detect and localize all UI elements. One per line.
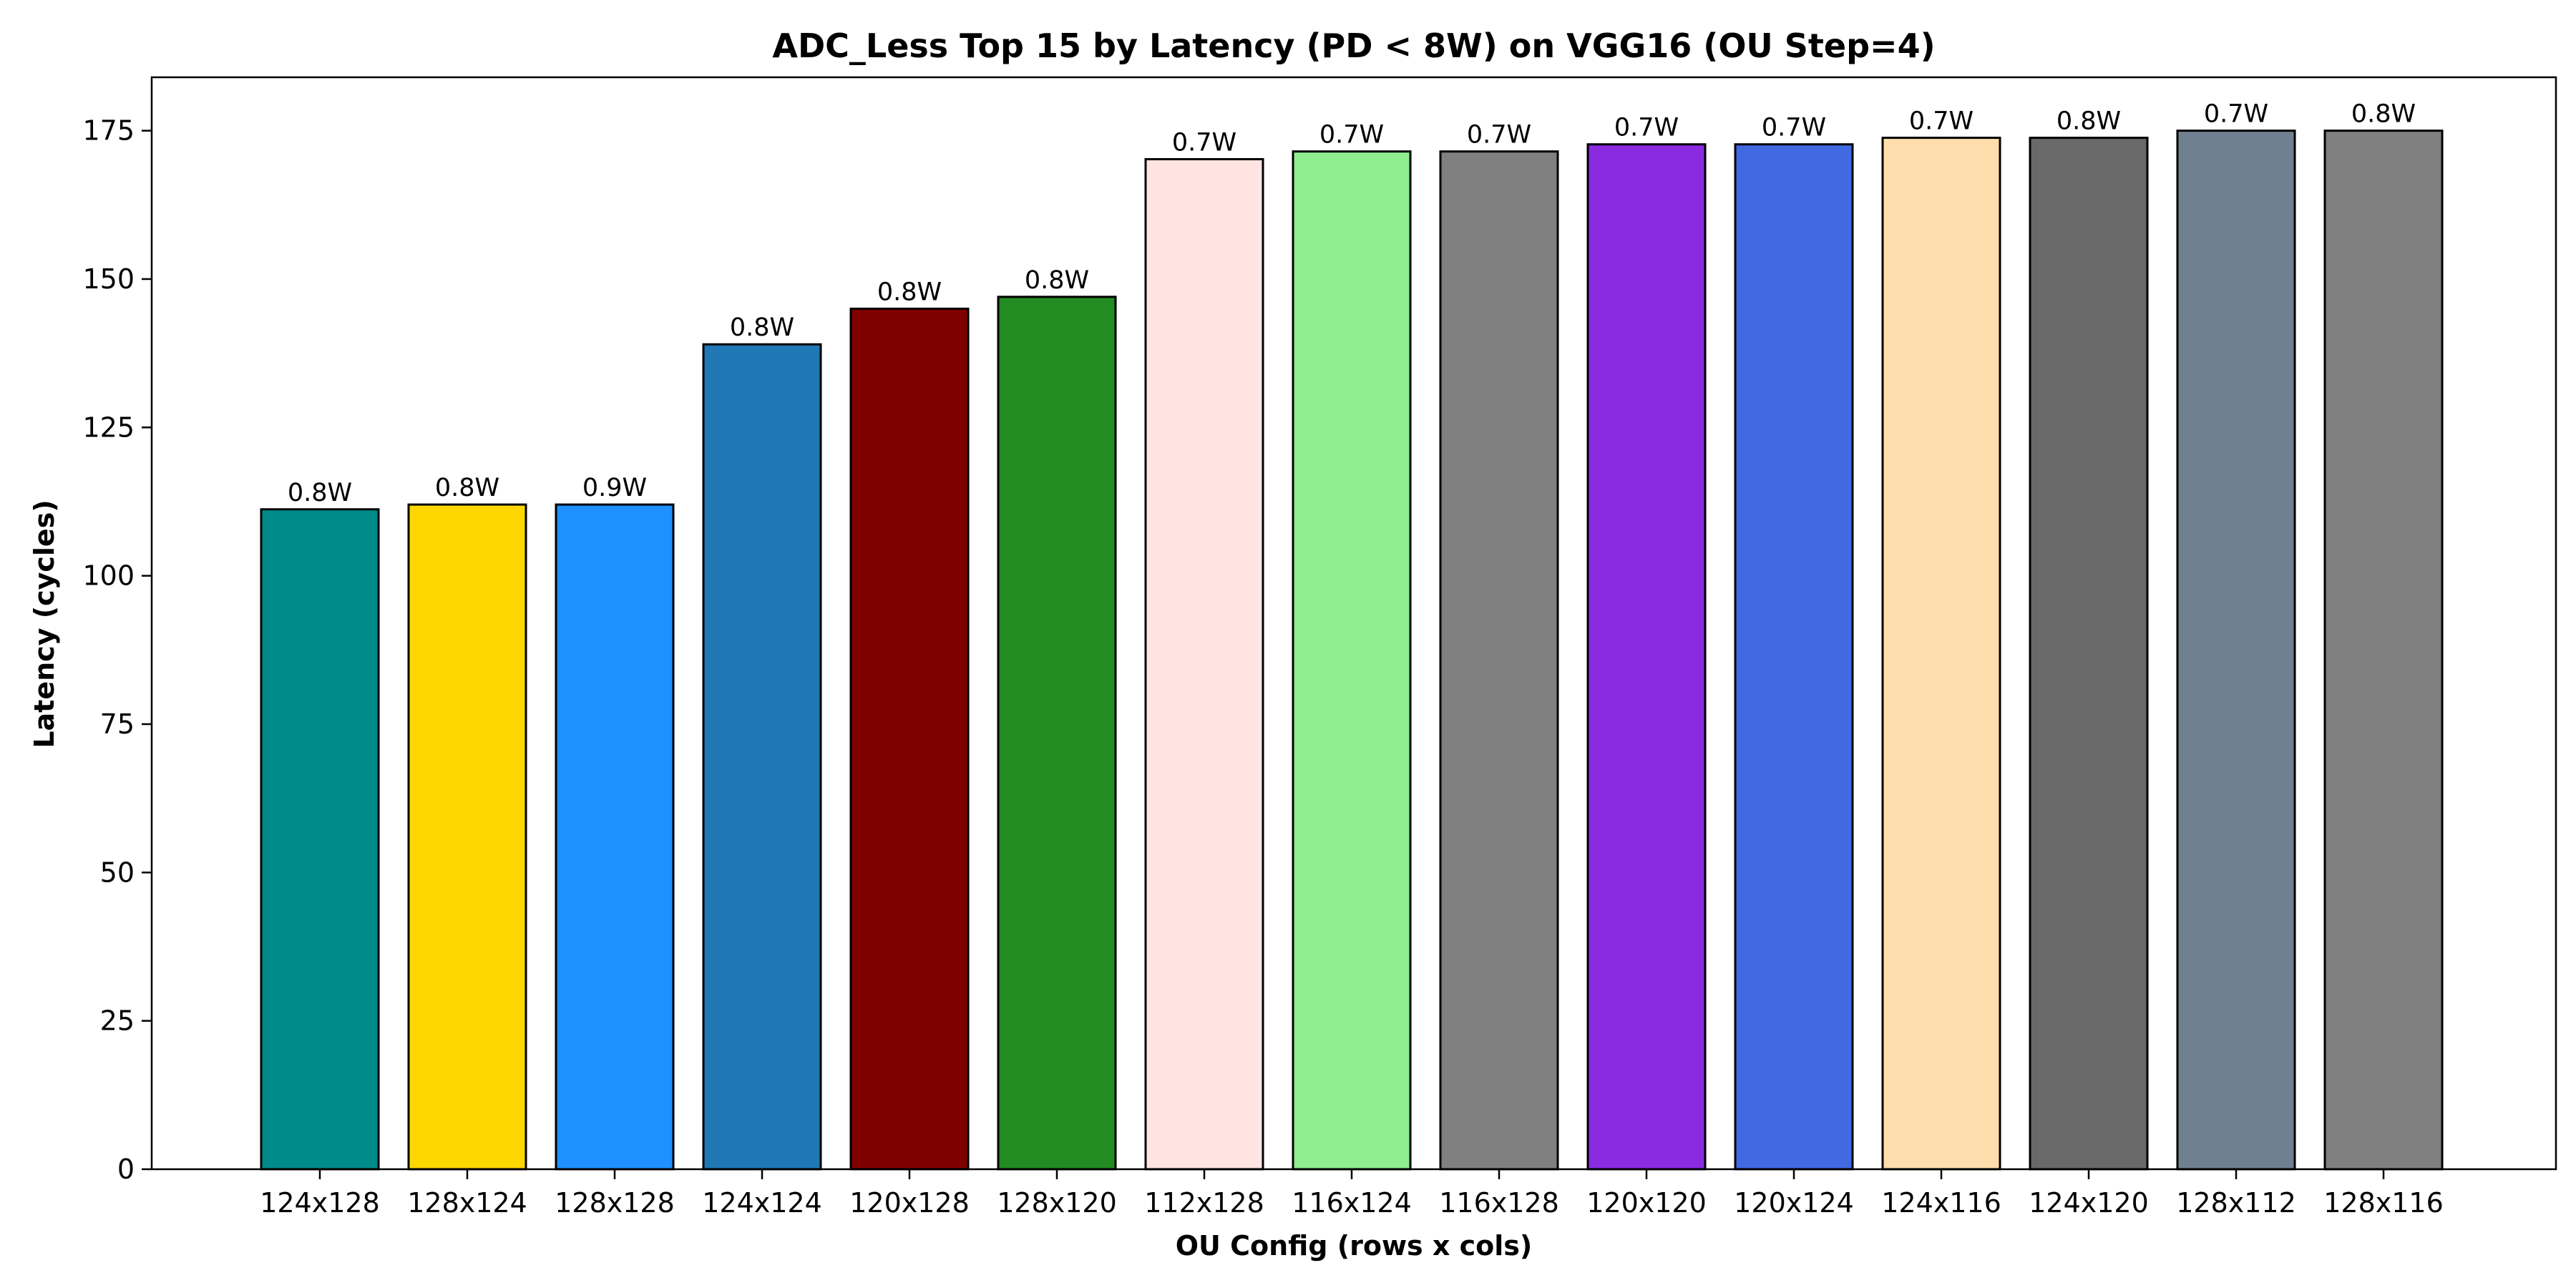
x-tick-label-116x128: 116x128 (1439, 1187, 1559, 1219)
data-label-116x124: 0.7W (1319, 121, 1384, 150)
x-tick-label-128x112: 128x112 (2176, 1187, 2296, 1219)
x-tick-label-120x128: 120x128 (849, 1187, 970, 1219)
y-tick-label: 25 (100, 1005, 135, 1037)
data-label-124x120: 0.8W (2057, 107, 2121, 136)
x-tick-label-116x124: 116x124 (1292, 1187, 1412, 1219)
chart-title: ADC_Less Top 15 by Latency (PD < 8W) on … (772, 26, 1935, 65)
bar-120x128 (849, 307, 970, 1171)
x-tick-label-128x116: 128x116 (2323, 1187, 2444, 1219)
data-label-128x124: 0.8W (435, 474, 499, 502)
bar-116x124 (1292, 150, 1412, 1171)
bar-116x128 (1439, 150, 1559, 1171)
bar-128x128 (555, 503, 675, 1171)
bars-group (260, 130, 2444, 1171)
y-tick-label: 150 (82, 263, 135, 295)
x-axis-label: OU Config (rows x cols) (1176, 1230, 1533, 1262)
y-axis-label: Latency (cycles) (29, 499, 60, 748)
data-label-116x128: 0.7W (1467, 121, 1531, 150)
y-tick-label: 0 (117, 1153, 135, 1185)
bar-128x116 (2323, 130, 2444, 1171)
y-tick-label: 125 (82, 411, 135, 443)
bar-120x124 (1734, 143, 1854, 1171)
x-tick-label-124x128: 124x128 (260, 1187, 380, 1219)
data-label-120x124: 0.7W (1762, 114, 1826, 142)
x-axis: 124x128 128x124 128x128 124x124 120x128 128x1… (260, 1169, 2444, 1219)
bar-128x124 (407, 503, 527, 1171)
data-label-128x116: 0.8W (2351, 100, 2416, 129)
y-tick-label: 50 (100, 857, 135, 888)
data-label-124x124: 0.8W (730, 313, 794, 342)
data-label-112x128: 0.7W (1172, 128, 1236, 157)
data-label-124x128: 0.8W (288, 479, 352, 507)
bar-124x128 (260, 508, 380, 1171)
data-label-120x120: 0.7W (1614, 114, 1679, 142)
x-tick-label-120x124: 120x124 (1734, 1187, 1854, 1219)
x-tick-label-128x120: 128x120 (997, 1187, 1117, 1219)
x-tick-label-128x124: 128x124 (407, 1187, 527, 1219)
bar-112x128 (1144, 157, 1264, 1171)
bar-120x120 (1586, 143, 1707, 1171)
x-tick-label-120x120: 120x120 (1586, 1187, 1707, 1219)
data-label-128x128: 0.9W (582, 474, 647, 502)
y-tick-label: 75 (100, 708, 135, 740)
data-label-128x112: 0.7W (2204, 100, 2268, 129)
data-label-124x116: 0.7W (1909, 107, 1974, 136)
bar-124x124 (702, 343, 822, 1171)
x-tick-label-124x124: 124x124 (702, 1187, 822, 1219)
bar-128x120 (997, 296, 1117, 1171)
x-tick-label-128x128: 128x128 (555, 1187, 675, 1219)
data-label-120x128: 0.8W (877, 278, 942, 306)
bar-124x120 (2029, 137, 2149, 1171)
x-tick-label-112x128: 112x128 (1144, 1187, 1264, 1219)
plot-frame (150, 76, 2557, 1171)
bar-124x116 (1881, 137, 2001, 1171)
data-labels-group: 0.8W 0.8W 0.9W 0.8W 0.8W 0.8W 0.7W 0.7W 0.7W 0.7W… (288, 100, 2416, 507)
bar-128x112 (2176, 130, 2296, 1171)
x-tick-label-124x116: 124x116 (1881, 1187, 2001, 1219)
y-tick-label: 100 (82, 560, 135, 592)
y-tick-label: 175 (82, 115, 135, 147)
x-tick-label-124x120: 124x120 (2029, 1187, 2149, 1219)
data-label-128x120: 0.8W (1025, 266, 1089, 295)
y-axis: 0 25 50 75 100 125 150 175 (82, 115, 152, 1185)
